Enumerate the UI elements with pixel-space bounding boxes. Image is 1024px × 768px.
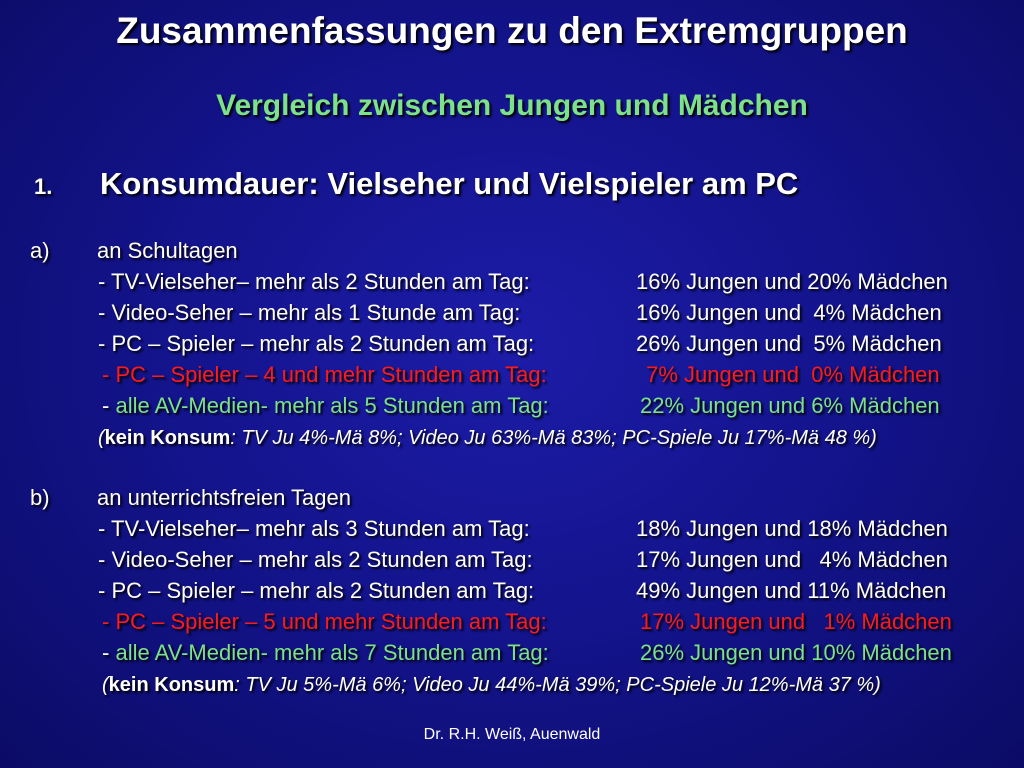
section-a-row-3: - PC – Spieler – mehr als 2 Stunden am T… xyxy=(98,333,942,355)
slide-title: Zusammenfassungen zu den Extremgruppen xyxy=(116,10,908,51)
section-b-letter: b) xyxy=(30,485,50,510)
row-label: - PC – Spieler – mehr als 2 Stunden am T… xyxy=(98,578,535,603)
section-a-row-5: - alle AV-Medien- mehr als 5 Stunden am … xyxy=(102,395,940,417)
row-label: - alle AV-Medien- mehr als 5 Stunden am … xyxy=(102,393,549,418)
row-label: - alle AV-Medien- mehr als 7 Stunden am … xyxy=(102,640,549,665)
section-a-row-2: - Video-Seher – mehr als 1 Stunde am Tag… xyxy=(98,302,942,324)
row-label: - Video-Seher – mehr als 2 Stunden am Ta… xyxy=(98,547,533,572)
row-label: - TV-Vielseher– mehr als 3 Stunden am Ta… xyxy=(98,516,530,541)
row-value: 17% Jungen und 1% Mädchen xyxy=(640,609,952,634)
section-b-kein-konsum: (kein Konsum: TV Ju 5%-Mä 6%; Video Ju 4… xyxy=(102,674,881,696)
slide-subtitle: Vergleich zwischen Jungen und Mädchen xyxy=(216,89,808,122)
section-a-row-4: - PC – Spieler – 4 und mehr Stunden am T… xyxy=(102,364,940,386)
row-value: 16% Jungen und 4% Mädchen xyxy=(636,300,942,325)
row-label: - Video-Seher – mehr als 1 Stunde am Tag… xyxy=(98,300,521,325)
section-a-row-1: - TV-Vielseher– mehr als 2 Stunden am Ta… xyxy=(98,271,948,293)
row-label: - PC – Spieler – 5 und mehr Stunden am T… xyxy=(102,609,547,634)
section-a-label: a) an Schultagen xyxy=(30,240,238,262)
section-b-row-4: - PC – Spieler – 5 und mehr Stunden am T… xyxy=(102,611,952,633)
section-a-letter: a) xyxy=(30,238,50,263)
heading-number: 1. xyxy=(34,174,53,199)
row-label: - PC – Spieler – mehr als 2 Stunden am T… xyxy=(98,331,535,356)
section-a-title: an Schultagen xyxy=(97,238,238,263)
row-value: 18% Jungen und 18% Mädchen xyxy=(636,516,948,541)
row-value: 26% Jungen und 5% Mädchen xyxy=(636,331,942,356)
section-b-row-2: - Video-Seher – mehr als 2 Stunden am Ta… xyxy=(98,549,948,571)
row-value: 7% Jungen und 0% Mädchen xyxy=(640,362,940,387)
row-value: 17% Jungen und 4% Mädchen xyxy=(636,547,948,572)
row-label: - TV-Vielseher– mehr als 2 Stunden am Ta… xyxy=(98,269,530,294)
section-b-row-3: - PC – Spieler – mehr als 2 Stunden am T… xyxy=(98,580,946,602)
section-b-row-5: - alle AV-Medien- mehr als 7 Stunden am … xyxy=(102,642,952,664)
section-b-label: b) an unterrichtsfreien Tagen xyxy=(30,487,351,509)
row-label: - PC – Spieler – 4 und mehr Stunden am T… xyxy=(102,362,547,387)
row-value: 22% Jungen und 6% Mädchen xyxy=(640,393,940,418)
row-value: 16% Jungen und 20% Mädchen xyxy=(636,269,948,294)
section-a-kein-konsum: (kein Konsum: TV Ju 4%-Mä 8%; Video Ju 6… xyxy=(98,427,877,449)
section-b-title: an unterrichtsfreien Tagen xyxy=(97,485,351,510)
footer-author: Dr. R.H. Weiß, Auenwald xyxy=(423,726,601,743)
row-value: 26% Jungen und 10% Mädchen xyxy=(640,640,952,665)
section-b-row-1: - TV-Vielseher– mehr als 3 Stunden am Ta… xyxy=(98,518,948,540)
section-heading: 1. Konsumdauer: Vielseher und Vielspieler… xyxy=(34,166,798,202)
row-value: 49% Jungen und 11% Mädchen xyxy=(636,578,947,603)
heading-text: Konsumdauer: Vielseher und Vielspieler a… xyxy=(100,166,799,201)
